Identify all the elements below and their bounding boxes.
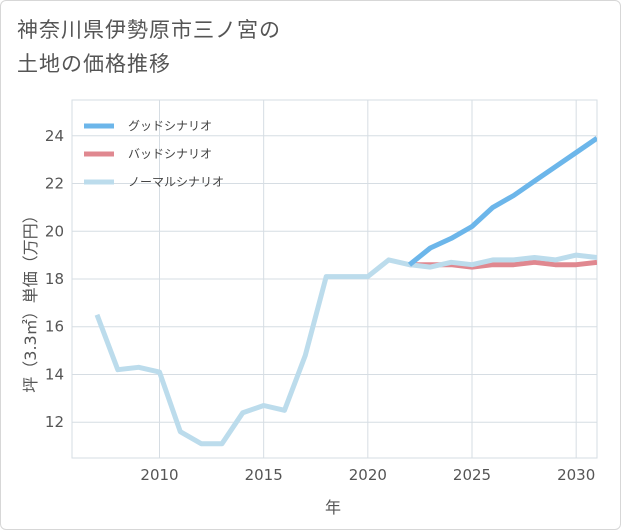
x-tick-label: 2030 bbox=[557, 466, 595, 484]
y-tick-label: 18 bbox=[45, 270, 64, 288]
x-tick-label: 2025 bbox=[453, 466, 491, 484]
legend-label: ノーマルシナリオ bbox=[128, 175, 224, 189]
y-tick-label: 24 bbox=[45, 127, 64, 145]
y-tick-label: 20 bbox=[45, 222, 64, 240]
x-axis-label: 年 bbox=[325, 498, 341, 517]
series-line bbox=[94, 252, 597, 447]
legend-label: バッドシナリオ bbox=[128, 147, 212, 161]
x-tick-label: 2010 bbox=[140, 466, 178, 484]
series-lines bbox=[94, 136, 597, 447]
y-tick-label: 22 bbox=[45, 175, 64, 193]
series-line bbox=[407, 136, 597, 267]
y-axis-label: 坪（3.3㎡）単価（万円） bbox=[21, 207, 40, 392]
x-tick-label: 2020 bbox=[349, 466, 387, 484]
y-tick-label: 12 bbox=[45, 413, 64, 431]
chart-title: 神奈川県伊勢原市三ノ宮の 土地の価格推移 bbox=[17, 18, 281, 76]
y-tick-label: 16 bbox=[45, 318, 64, 336]
y-tick-label: 14 bbox=[45, 365, 64, 383]
axis-ticks: 12 14 16 18 20 22 24 2010 2015 2020 2025 2030 bbox=[45, 127, 595, 484]
legend-label: グッドシナリオ bbox=[128, 119, 212, 133]
x-tick-label: 2015 bbox=[245, 466, 283, 484]
